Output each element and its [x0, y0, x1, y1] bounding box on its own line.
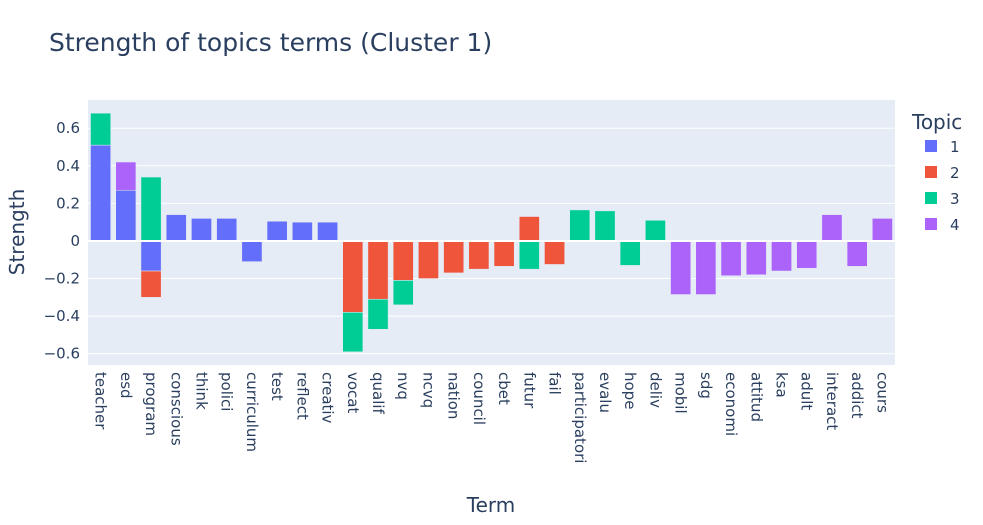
bar-teacher-topic-3: [90, 112, 111, 146]
x-tick-label: conscious: [167, 372, 185, 446]
bar-esd-topic-1: [115, 189, 137, 242]
y-tick-label: −0.2: [44, 270, 80, 288]
bar-program-topic-3: [140, 176, 162, 242]
legend: Topic 1 2 3 4: [911, 110, 962, 234]
x-tick-label: think: [192, 372, 210, 410]
x-tick-label: program: [142, 372, 160, 436]
bar-adult-topic-4: [796, 240, 818, 269]
x-tick-label: adult: [798, 372, 816, 410]
x-tick-label: evalu: [596, 372, 614, 413]
y-tick-label: 0.6: [56, 119, 80, 137]
x-tick-label: participatori: [571, 372, 589, 463]
legend-swatch-topic-1: [925, 140, 937, 152]
bar-addict-topic-4: [846, 240, 868, 267]
bar-cours-topic-4: [872, 218, 893, 242]
x-tick-label: curriculum: [243, 372, 261, 452]
x-tick-label: mobil: [672, 372, 690, 414]
x-tick-label: vocat: [344, 372, 362, 413]
bar-polici-topic-1: [216, 218, 238, 242]
bar-teacher-topic-1: [90, 144, 111, 242]
bar-futur-topic-2: [518, 216, 540, 242]
x-tick-label: attitud: [747, 372, 765, 422]
x-tick-label: council: [470, 372, 488, 425]
x-tick-labels: teacher esd program conscious think polici cur…: [92, 372, 892, 463]
gridlines: [88, 127, 895, 355]
bar-economi-topic-4: [720, 240, 742, 276]
x-tick-label: futur: [520, 372, 538, 409]
bar-vocat-topic-2: [342, 240, 364, 313]
bar-council-topic-2: [468, 240, 490, 270]
bar-program-topic-2: [140, 270, 162, 298]
legend-label-topic-2: 2: [950, 164, 960, 182]
bars: [90, 112, 893, 353]
legend-swatch-topic-4: [925, 218, 937, 230]
y-tick-label: 0.4: [56, 157, 80, 175]
bar-interact-topic-4: [821, 214, 843, 242]
x-tick-label: nvq: [394, 372, 412, 400]
x-tick-label: esd: [117, 372, 135, 399]
bar-think-topic-1: [191, 218, 212, 242]
y-tick-label: −0.4: [44, 307, 80, 325]
bar-qualif-topic-2: [367, 240, 389, 300]
bar-curriculum-topic-1: [241, 240, 263, 262]
bar-nvq-topic-2: [392, 240, 414, 281]
bar-ksa-topic-4: [771, 240, 792, 272]
bar-participatori-topic-3: [569, 209, 591, 242]
y-tick-label: −0.6: [44, 345, 80, 363]
legend-label-topic-4: 4: [950, 216, 960, 234]
bar-mobil-topic-4: [670, 240, 691, 295]
bar-nvq-topic-3: [392, 280, 414, 306]
x-tick-label: test: [268, 372, 286, 401]
bar-hope-topic-3: [619, 240, 641, 266]
bar-program-topic-1: [140, 240, 162, 272]
legend-swatch-topic-2: [925, 166, 937, 178]
x-tick-label: ncvq: [419, 372, 437, 408]
x-axis-title: Term: [466, 493, 515, 517]
y-tick-label: 0.2: [56, 194, 80, 212]
bar-deliv-topic-3: [645, 220, 666, 242]
y-axis-title: Strength: [5, 189, 29, 276]
x-tick-label: teacher: [92, 372, 110, 430]
x-tick-label: qualif: [369, 372, 387, 415]
bar-fail-topic-2: [544, 240, 565, 265]
x-tick-label: addict: [848, 372, 866, 419]
x-tick-label: reflect: [293, 372, 311, 420]
bar-qualif-topic-3: [367, 298, 389, 330]
legend-swatch-topic-3: [925, 192, 937, 204]
x-tick-label: economi: [722, 372, 740, 436]
y-tick-label: 0: [70, 232, 80, 250]
x-tick-label: cours: [873, 372, 891, 413]
bar-sdg-topic-4: [695, 240, 717, 295]
y-tick-labels: −0.6 −0.4 −0.2 0 0.2 0.4 0.6: [44, 119, 80, 363]
bar-nation-topic-2: [443, 240, 465, 274]
x-tick-label: interact: [823, 372, 841, 430]
bar-cbet-topic-2: [493, 240, 515, 267]
x-tick-label: polici: [218, 372, 236, 411]
bar-creativ-topic-1: [317, 221, 338, 242]
chart-title: Strength of topics terms (Cluster 1): [49, 28, 492, 57]
x-tick-label: nation: [445, 372, 463, 419]
bar-ncvq-topic-2: [418, 240, 439, 279]
x-tick-label: fail: [546, 372, 564, 395]
bar-vocat-topic-3: [342, 312, 364, 353]
x-tick-label: hope: [621, 372, 639, 409]
bar-esd-topic-4: [115, 161, 137, 191]
x-tick-label: creativ: [319, 372, 337, 424]
x-tick-label: ksa: [773, 372, 791, 398]
bar-evalu-topic-3: [594, 210, 616, 242]
bar-test-topic-1: [266, 220, 288, 242]
bar-conscious-topic-1: [165, 214, 187, 242]
x-tick-label: deliv: [646, 372, 664, 408]
x-tick-label: cbet: [495, 372, 513, 405]
bar-reflect-topic-1: [292, 221, 313, 242]
legend-label-topic-3: 3: [950, 190, 960, 208]
bar-futur-topic-3: [518, 240, 540, 270]
legend-title: Topic: [911, 110, 962, 134]
legend-label-topic-1: 1: [950, 138, 960, 156]
x-tick-label: sdg: [697, 372, 715, 399]
bar-attitud-topic-4: [745, 240, 767, 276]
